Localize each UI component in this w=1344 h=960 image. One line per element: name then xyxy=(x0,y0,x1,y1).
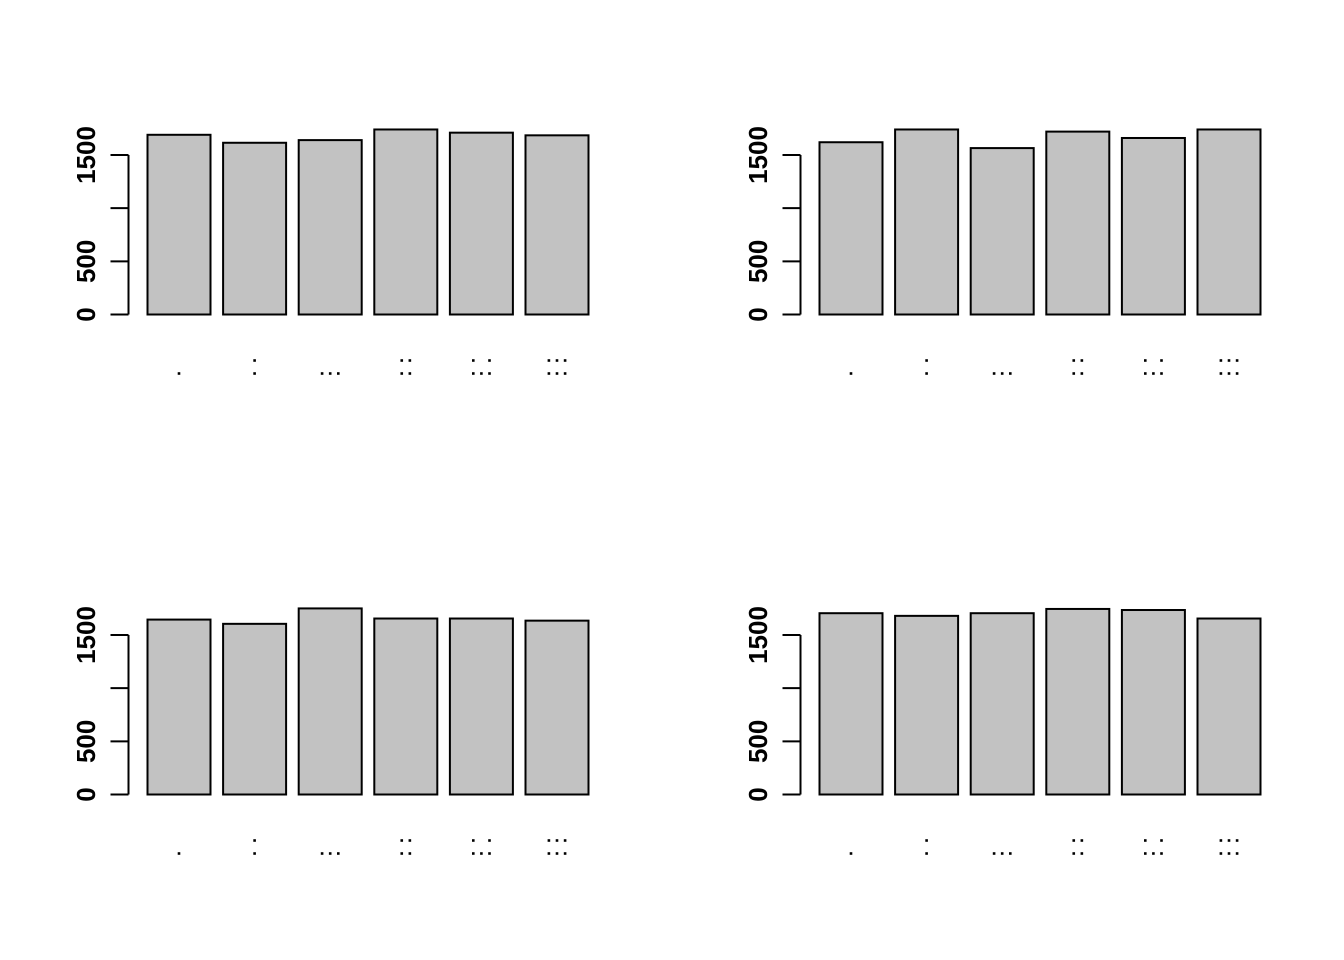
bar-die-5 xyxy=(448,131,514,316)
y-tick-label: 1500 xyxy=(71,126,101,184)
x-label-die-6 xyxy=(1219,359,1239,375)
bar-die-2 xyxy=(894,614,960,796)
y-tick-label: 500 xyxy=(71,240,101,283)
x-label-die-2 xyxy=(253,839,256,855)
y-tick-label: 0 xyxy=(743,787,773,801)
bar-die-1 xyxy=(146,618,212,796)
y-tick-label: 500 xyxy=(743,240,773,283)
bar-die-5 xyxy=(1120,136,1186,316)
y-tick-label: 0 xyxy=(71,787,101,801)
bar-die-3 xyxy=(297,139,363,316)
bar-die-1 xyxy=(818,141,884,316)
x-label-die-6 xyxy=(547,839,567,855)
bar-die-4 xyxy=(1045,607,1111,796)
barplot-panel-top-right: 0 500 1500 xyxy=(672,0,1344,480)
x-label-die-1 xyxy=(849,372,853,375)
bar-die-6 xyxy=(524,619,590,796)
bar-die-5 xyxy=(448,617,514,796)
y-tick-label: 1500 xyxy=(743,126,773,184)
x-label-die-3 xyxy=(320,372,340,375)
barplot-panel-bottom-left: 0 500 1500 xyxy=(0,480,672,960)
y-tick-label: 500 xyxy=(71,720,101,763)
x-label-die-5 xyxy=(472,839,491,855)
bar-die-6 xyxy=(524,134,590,316)
y-tick-label: 1500 xyxy=(71,606,101,664)
y-tick-label: 1500 xyxy=(743,606,773,664)
bar-die-6 xyxy=(1196,128,1262,316)
bar-die-5 xyxy=(1120,609,1186,796)
x-label-die-4 xyxy=(1072,359,1084,375)
bar-die-3 xyxy=(297,607,363,796)
bar-die-4 xyxy=(373,128,439,316)
bar-die-2 xyxy=(894,128,960,316)
x-label-die-5 xyxy=(472,359,491,375)
x-label-die-3 xyxy=(992,372,1012,375)
x-label-die-2 xyxy=(925,359,928,375)
bar-die-4 xyxy=(1045,130,1111,316)
x-label-die-4 xyxy=(400,359,412,375)
bar-die-1 xyxy=(146,133,212,316)
x-label-die-2 xyxy=(253,359,256,375)
x-label-die-5 xyxy=(1144,839,1163,855)
x-label-die-4 xyxy=(400,839,412,855)
bar-die-4 xyxy=(373,617,439,796)
barplot-bottom-left: 0 500 1500 xyxy=(71,606,590,855)
x-label-die-6 xyxy=(547,359,567,375)
barplot-panel-bottom-right: 0 500 1500 xyxy=(672,480,1344,960)
barplot-panel-top-left: 0 500 1500 xyxy=(0,0,672,480)
x-label-die-3 xyxy=(992,852,1012,855)
x-label-die-1 xyxy=(177,852,181,855)
x-label-die-5 xyxy=(1144,359,1163,375)
x-label-die-1 xyxy=(849,852,853,855)
y-tick-label: 0 xyxy=(71,307,101,321)
y-tick-label: 0 xyxy=(743,307,773,321)
barplot-top-right: 0 500 1500 xyxy=(743,126,1262,375)
bar-die-6 xyxy=(1196,617,1262,796)
bar-die-2 xyxy=(222,141,288,316)
x-label-die-4 xyxy=(1072,839,1084,855)
y-tick-label: 500 xyxy=(743,720,773,763)
x-label-die-2 xyxy=(925,839,928,855)
bar-die-3 xyxy=(969,612,1035,796)
bar-die-3 xyxy=(969,147,1035,316)
barplot-top-left: 0 500 1500 xyxy=(71,126,590,375)
barplot-bottom-right: 0 500 1500 xyxy=(743,606,1262,855)
x-label-die-1 xyxy=(177,372,181,375)
bar-die-1 xyxy=(818,612,884,796)
x-label-die-3 xyxy=(320,852,340,855)
bar-die-2 xyxy=(222,622,288,796)
x-label-die-6 xyxy=(1219,839,1239,855)
